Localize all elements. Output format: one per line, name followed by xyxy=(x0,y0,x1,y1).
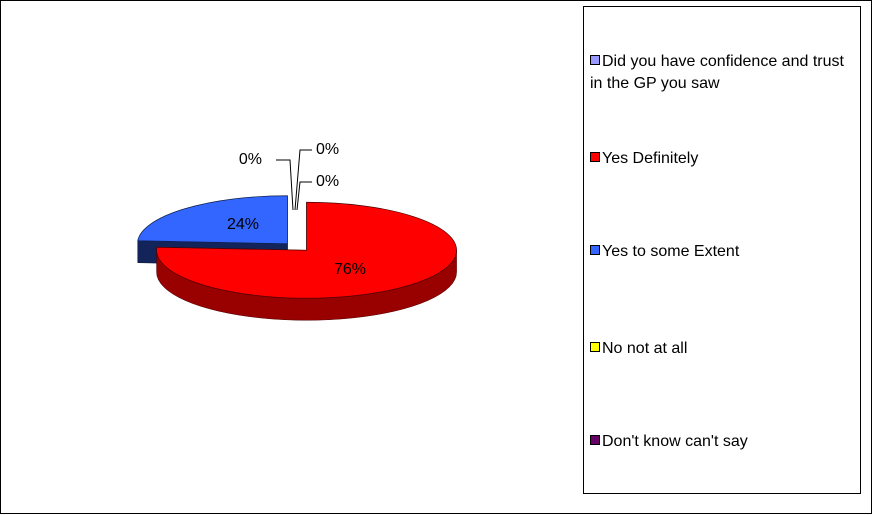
legend-entry: Yes to some Extent xyxy=(590,241,858,263)
legend: Did you have confidence and trust in the… xyxy=(583,6,861,494)
legend-swatch xyxy=(590,55,600,65)
pie-slice xyxy=(137,195,288,245)
legend-entry: Yes Definitely xyxy=(590,148,858,170)
leader-line xyxy=(296,181,312,211)
data-label: 0% xyxy=(316,141,339,158)
legend-entry: No not at all xyxy=(590,338,858,360)
pie-slice xyxy=(156,201,457,299)
legend-label: Don't know can't say xyxy=(602,433,748,450)
leader-line xyxy=(294,149,312,211)
legend-swatch xyxy=(590,152,600,162)
data-label: 76% xyxy=(334,261,366,278)
legend-entry: Did you have confidence and trust in the… xyxy=(590,51,858,95)
leader-line xyxy=(276,159,294,211)
data-label: 24% xyxy=(227,216,259,233)
legend-swatch xyxy=(590,435,600,445)
legend-label: Yes to some Extent xyxy=(602,243,740,260)
legend-label: No not at all xyxy=(602,340,688,357)
data-label: 0% xyxy=(239,151,262,168)
legend-label: Yes Definitely xyxy=(602,150,699,167)
data-label: 0% xyxy=(316,173,339,190)
legend-entry: Don't know can't say xyxy=(590,431,858,453)
pie-slice-3d xyxy=(156,201,457,321)
legend-swatch xyxy=(590,342,600,352)
legend-label: Did you have confidence and trust in the… xyxy=(590,53,844,92)
legend-swatch xyxy=(590,245,600,255)
